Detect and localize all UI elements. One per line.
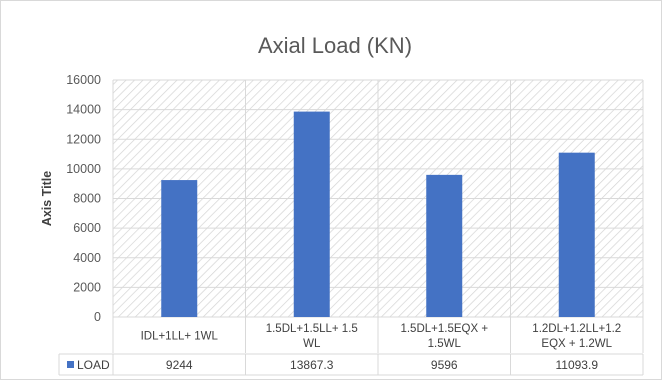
category-label: 1.2DL+1.2LL+1.2 [532, 323, 621, 335]
y-tick-labels: 0 2000 4000 6000 8000 10000 12000 14000 16000 [66, 73, 101, 324]
y-tick-label: 14000 [66, 103, 101, 117]
category-label: 1.5DL+1.5LL+ 1.5 [266, 323, 358, 335]
chart-title: Axial Load (KN) [258, 33, 412, 58]
y-axis-title: Axis Title [40, 171, 54, 226]
y-tick-label: 10000 [66, 162, 101, 176]
bar [161, 180, 198, 317]
legend-swatch [67, 361, 74, 368]
value-label: 9596 [431, 358, 458, 372]
y-tick-label: 0 [94, 310, 101, 324]
category-label: 1.5WL [428, 338, 462, 350]
bar [558, 152, 595, 317]
bar [426, 174, 463, 317]
y-tick-label: 6000 [73, 221, 101, 235]
bars [161, 111, 595, 317]
y-tick-label: 4000 [73, 251, 101, 265]
y-tick-label: 8000 [73, 192, 101, 206]
legend-label: LOAD [77, 358, 110, 372]
category-label: EQX + 1.2WL [541, 338, 612, 350]
y-tick-label: 2000 [73, 280, 101, 294]
y-tick-label: 16000 [66, 73, 101, 87]
value-label: 11093.9 [556, 358, 599, 372]
category-label: 1.5DL+1.5EQX + [400, 323, 488, 335]
value-label: 9244 [166, 358, 193, 372]
value-label: 13867.3 [290, 358, 334, 372]
gridlines [112, 79, 644, 353]
category-label: IDL+1LL+ 1WL [141, 331, 219, 343]
y-tick-label: 12000 [66, 132, 101, 146]
bar [293, 111, 330, 317]
category-label: WL [303, 338, 321, 350]
data-table: IDL+1LL+ 1WL 1.5DL+1.5LL+ 1.5 WL 1.5DL+1.5E… [58, 323, 644, 376]
